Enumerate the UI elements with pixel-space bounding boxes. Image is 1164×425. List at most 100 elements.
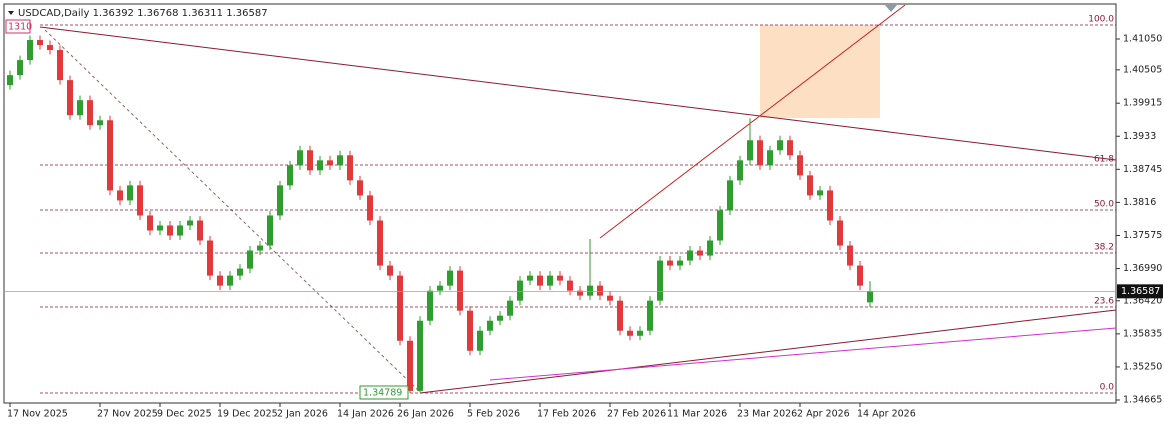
candle-body bbox=[647, 300, 653, 331]
candle-body bbox=[807, 175, 813, 196]
candle-body bbox=[727, 180, 733, 211]
candle-body bbox=[427, 290, 433, 321]
candle-body bbox=[767, 150, 773, 166]
candle-body bbox=[47, 45, 53, 51]
candle-body bbox=[617, 300, 623, 331]
candle-body bbox=[347, 155, 353, 181]
candle-body bbox=[667, 260, 673, 266]
y-tick-label: 1.36420 bbox=[1123, 295, 1162, 306]
candle-body bbox=[577, 290, 583, 296]
fib-label: 38.2 bbox=[1094, 243, 1114, 253]
x-tick-label: 9 Dec 2025 bbox=[157, 409, 212, 420]
candle-body bbox=[97, 120, 103, 126]
candle-body bbox=[357, 180, 363, 196]
trend-line bbox=[489, 327, 1117, 381]
candle-body bbox=[817, 190, 823, 196]
x-tick-label: 14 Jan 2026 bbox=[337, 409, 394, 420]
y-tick-label: 1.3933 bbox=[1123, 131, 1156, 142]
x-tick-label: 17 Nov 2025 bbox=[7, 409, 68, 420]
candle-body bbox=[327, 160, 333, 166]
y-tick-label: 1.40505 bbox=[1123, 64, 1162, 75]
candle-body bbox=[137, 185, 143, 216]
candle-body bbox=[307, 150, 313, 171]
candle-body bbox=[677, 260, 683, 266]
y-tick-label: 1.36990 bbox=[1123, 263, 1162, 274]
open: 1.36392 bbox=[93, 8, 134, 19]
marker bbox=[885, 5, 897, 12]
y-tick-label: 1.41050 bbox=[1123, 34, 1162, 45]
fib-label: 0.0 bbox=[1100, 382, 1115, 392]
annotation: 1310 bbox=[8, 22, 32, 33]
y-tick-label: 1.34665 bbox=[1123, 395, 1162, 406]
candle-body bbox=[317, 160, 323, 171]
low: 1.36311 bbox=[182, 8, 223, 19]
candle-body bbox=[417, 320, 423, 391]
x-tick-label: 5 Feb 2026 bbox=[467, 409, 520, 420]
candle-body bbox=[7, 75, 13, 86]
trend-line bbox=[39, 26, 1117, 161]
x-tick-label: 2 Apr 2026 bbox=[797, 409, 850, 420]
candle-body bbox=[557, 275, 563, 281]
candle-body bbox=[697, 250, 703, 256]
x-tick-label: 11 Mar 2026 bbox=[667, 409, 727, 420]
candle-body bbox=[847, 245, 853, 266]
candle-body bbox=[67, 80, 73, 116]
candle-body bbox=[517, 280, 523, 301]
candle-body bbox=[17, 60, 23, 76]
candle-body bbox=[457, 270, 463, 311]
trend-line bbox=[599, 4, 906, 239]
candle-body bbox=[477, 330, 483, 351]
candle-body bbox=[217, 275, 223, 286]
layer: 1.41050 1.40505 1.39915 1.3933 1.38745 1.3816… bbox=[4, 14, 1163, 420]
target-zone bbox=[760, 25, 880, 118]
candle-body bbox=[747, 140, 753, 161]
candle-body bbox=[797, 155, 803, 176]
candle-body bbox=[627, 330, 633, 336]
y-tick-label: 1.35250 bbox=[1123, 361, 1162, 372]
candle-body bbox=[707, 240, 713, 256]
trend-line bbox=[44, 29, 421, 393]
candle-body bbox=[717, 210, 723, 241]
candle-body bbox=[737, 160, 743, 181]
candle-body bbox=[567, 280, 573, 291]
candle-body bbox=[187, 220, 193, 226]
candle-body bbox=[257, 245, 263, 251]
x-tick-label: 17 Feb 2026 bbox=[537, 409, 596, 420]
candle-body bbox=[407, 340, 413, 391]
candle-body bbox=[867, 291, 873, 303]
candle-body bbox=[397, 275, 403, 341]
candle-body bbox=[247, 250, 253, 269]
x-tick-label: 14 Apr 2026 bbox=[857, 409, 916, 420]
menu-arrow bbox=[8, 11, 14, 15]
candle-body bbox=[267, 215, 273, 246]
trend-line bbox=[419, 309, 1117, 394]
fib-label: 23.6 bbox=[1094, 296, 1114, 306]
y-tick-label: 1.3816 bbox=[1123, 197, 1156, 208]
candle-body bbox=[467, 310, 473, 351]
candle-body bbox=[367, 195, 373, 221]
candle-body bbox=[177, 225, 183, 236]
candle-body bbox=[507, 300, 513, 316]
candle-body bbox=[827, 190, 833, 221]
candle-body bbox=[337, 155, 343, 166]
x-tick-label: 27 Feb 2026 bbox=[607, 409, 666, 420]
candle-body bbox=[687, 250, 693, 261]
candle-body bbox=[237, 268, 243, 276]
candle-body bbox=[277, 185, 283, 216]
candle-body bbox=[287, 165, 293, 186]
candle-body bbox=[37, 40, 43, 46]
candle-body bbox=[597, 285, 603, 296]
close: 1.36587 bbox=[226, 8, 267, 19]
candle-body bbox=[387, 265, 393, 276]
header: USDCAD,Daily 1.36392 1.36768 1.36311 1.3… bbox=[18, 8, 268, 19]
candle-body bbox=[587, 285, 593, 296]
candle-body bbox=[657, 260, 663, 301]
candle-body bbox=[497, 315, 503, 321]
price-tag bbox=[1117, 284, 1163, 299]
x-tick-label: 2 Jan 2026 bbox=[277, 409, 328, 420]
high: 1.36768 bbox=[137, 8, 178, 19]
candle-body bbox=[197, 220, 203, 241]
candle-body bbox=[157, 225, 163, 231]
candle-body bbox=[537, 275, 543, 286]
